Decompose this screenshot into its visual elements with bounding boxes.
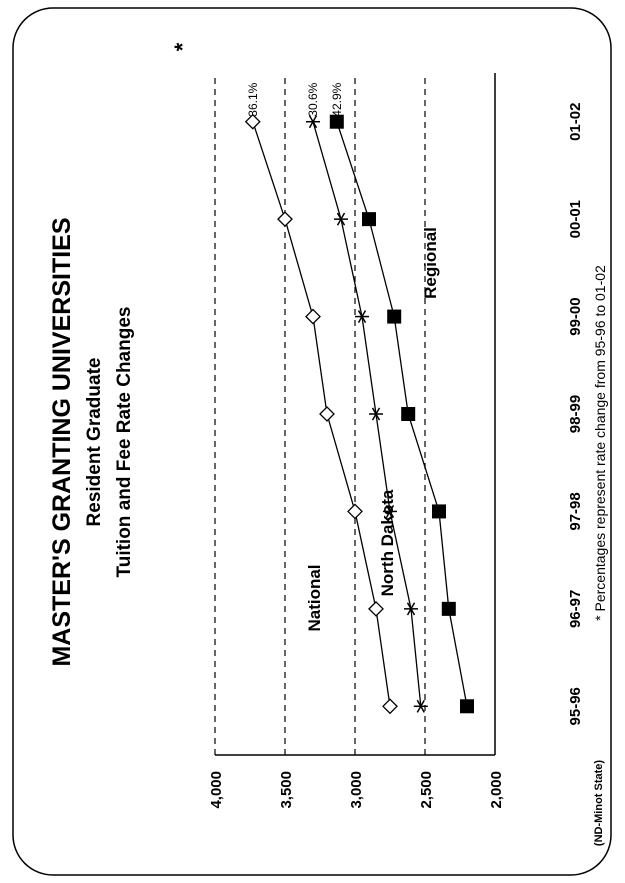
series-label-regional: Regional [421,227,440,299]
x-tick-label: 96-97 [567,590,584,628]
marker-asterisk [404,602,418,616]
marker-asterisk [355,310,369,324]
pct-label: 36.1% [246,82,260,116]
marker-diamond [368,600,384,617]
x-tick-label: 99-00 [567,297,584,335]
marker-square [401,407,416,421]
pct-label: 42.9% [330,82,344,116]
marker-diamond [347,503,363,520]
y-tick-labels: 2,000 2,500 3,000 3,500 4,000 [208,771,505,809]
y-tick-label: 3,500 [278,771,295,809]
series-label-national: National [305,564,324,631]
marker-square [460,699,474,714]
x-tick-labels: 95-96 96-97 97-98 98-99 99-00 00-01 01-02 [567,103,584,726]
marker-square [387,309,402,324]
series-label-north-dakota: North Dakota [378,489,397,596]
footnote-mark: * [170,42,195,51]
x-tick-label: 00-01 [567,200,584,238]
marker-diamond [305,308,321,325]
marker-square [432,504,446,519]
y-tick-label: 4,000 [208,771,225,809]
gridlines [214,73,496,755]
marker-asterisk [383,504,397,518]
y-tick-label: 2,500 [418,771,435,809]
chart-subtitle-1: Resident Graduate [84,358,105,527]
x-tick-label: 98-99 [567,395,584,433]
x-tick-label: 97-98 [567,492,584,530]
y-tick-label: 2,000 [488,771,505,809]
chart-title: MASTER'S GRANTING UNIVERSITIES [48,217,76,666]
pct-label: 30.6% [306,82,320,116]
percentage-labels: 36.1% 30.6% 42.9% [246,82,344,116]
marker-diamond [319,406,335,422]
chart-subtitle-2: Tuition and Fee Rate Changes [114,307,135,578]
marker-asterisk [306,115,320,129]
marker-square [362,212,376,227]
marker-asterisk [334,212,348,226]
chart-frame [12,7,612,876]
marker-square [441,601,456,616]
chart-rotated-group: MASTER'S GRANTING UNIVERSITIES Resident … [48,42,608,846]
marker-diamond [277,211,293,228]
category-note: (ND-Minot State) [593,760,605,846]
marker-diamond [244,113,261,130]
marker-asterisk [413,699,428,713]
footnote: * Percentages represent rate change from… [592,265,608,621]
marker-square [329,114,344,129]
series-markers [244,113,474,715]
marker-diamond [382,698,398,715]
marker-asterisk [369,407,383,421]
x-tick-label: 95-96 [567,687,584,725]
x-tick-label: 01-02 [567,103,584,141]
y-tick-label: 3,000 [348,771,365,809]
